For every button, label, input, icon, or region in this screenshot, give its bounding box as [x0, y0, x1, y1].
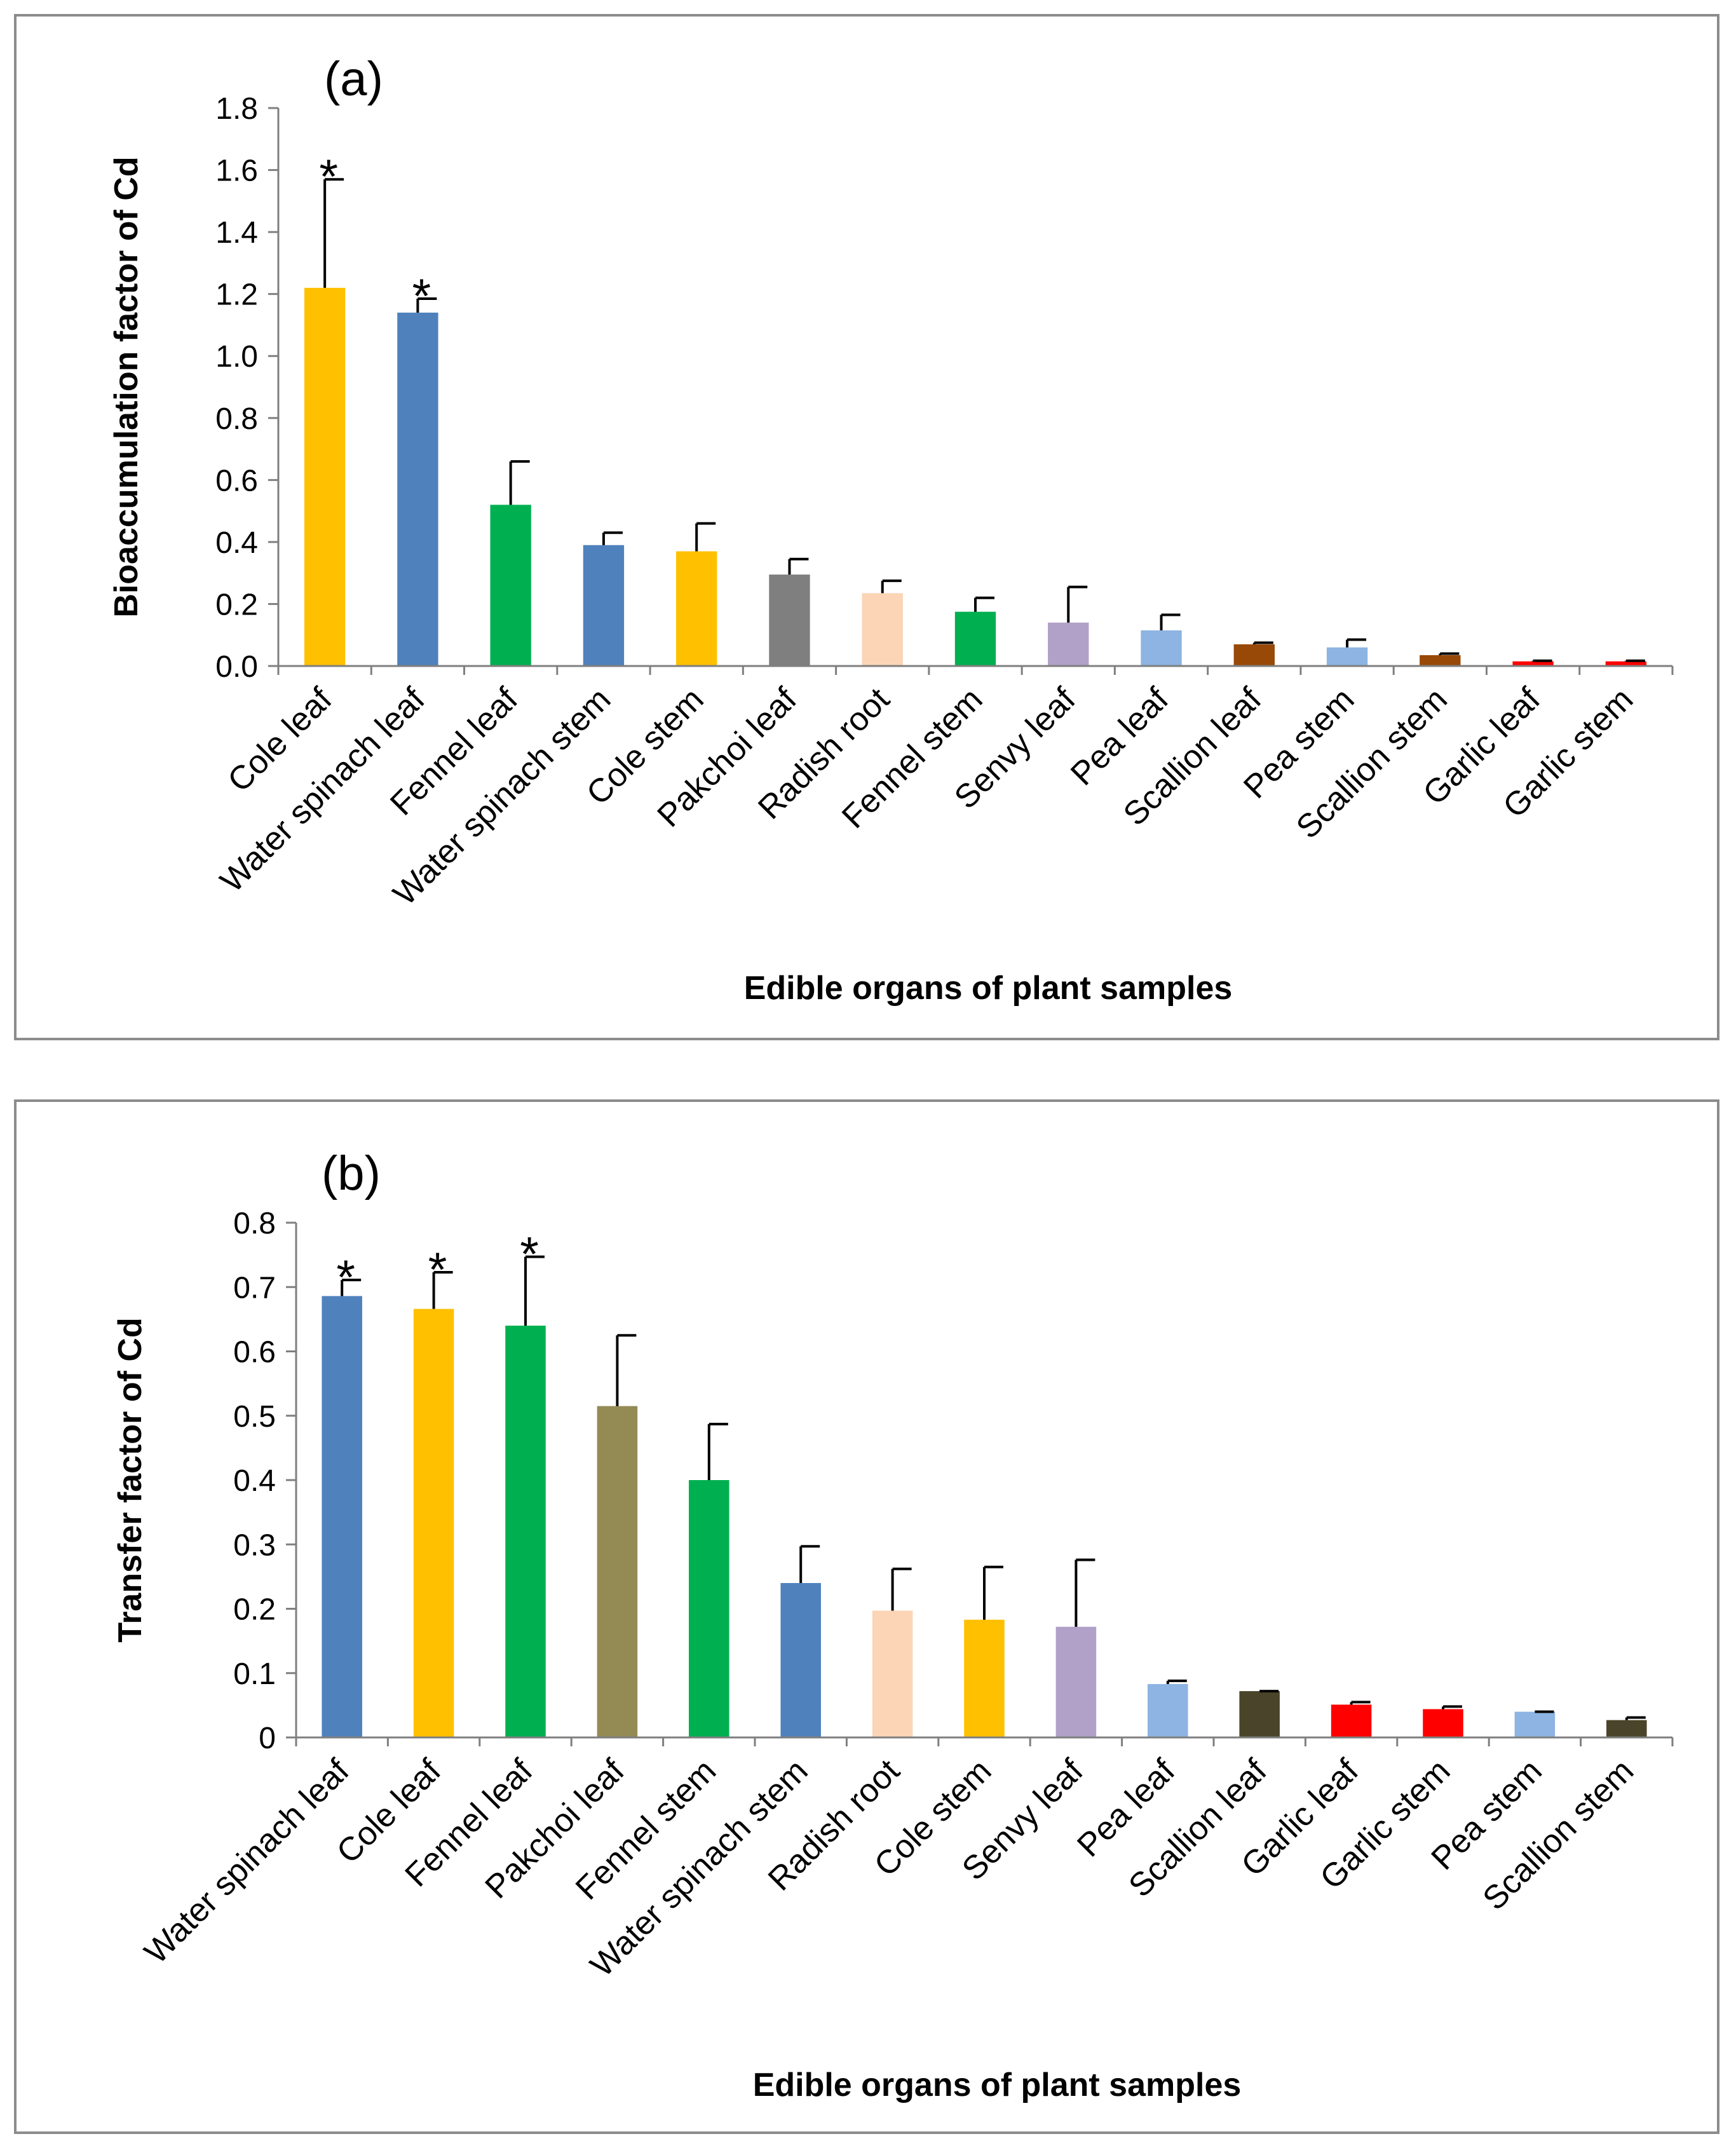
y-tick-label: 0.2 — [215, 588, 258, 622]
y-tick-label: 1.6 — [215, 154, 258, 188]
y-tick-label: 1.4 — [215, 216, 258, 250]
bar — [872, 1610, 913, 1737]
category-label: Water spinach leaf — [138, 1752, 357, 1971]
bar — [413, 1308, 454, 1737]
bar — [1331, 1704, 1372, 1737]
y-tick-label: 0.1 — [233, 1657, 276, 1691]
bar — [490, 505, 531, 666]
y-axis-title: Bioaccumulation factor of Cd — [108, 156, 145, 617]
y-axis-title: Transfer factor of Cd — [112, 1317, 149, 1642]
bar — [1605, 661, 1647, 666]
y-tick-label: 0.3 — [233, 1528, 276, 1562]
y-tick-label: 0.8 — [233, 1207, 276, 1240]
y-tick-label: 0.6 — [215, 464, 258, 498]
bar — [1048, 622, 1089, 666]
panel-label: (a) — [324, 52, 383, 106]
bar — [1423, 1709, 1463, 1737]
bar — [583, 545, 625, 666]
bar — [780, 1583, 821, 1737]
x-axis-title: Edible organs of plant samples — [753, 2067, 1242, 2104]
bar — [1055, 1626, 1097, 1737]
y-tick-label: 0.4 — [215, 526, 258, 560]
bar — [964, 1619, 1005, 1737]
significance-marker: * — [319, 150, 338, 204]
bar — [1514, 1711, 1556, 1737]
y-tick-label: 0.7 — [233, 1271, 276, 1305]
bar — [597, 1406, 638, 1737]
bar — [954, 611, 996, 666]
y-tick-label: 1.2 — [215, 278, 258, 312]
bar — [1606, 1720, 1647, 1737]
chart-panel-b: (b) 0 0.1 0.2 0.3 0.4 0.5 0.6 0.7 0.8 Transfer fac… — [14, 1099, 1719, 2134]
y-tick-label: 0.2 — [233, 1593, 276, 1627]
y-tick-label: 0.8 — [215, 402, 258, 436]
bar — [1239, 1691, 1280, 1737]
bar — [397, 312, 438, 666]
bar — [1141, 630, 1182, 666]
y-tick-label: 1.0 — [215, 340, 258, 374]
y-tick-label: 0 — [259, 1722, 276, 1755]
bar — [1326, 647, 1368, 666]
bar — [304, 287, 346, 666]
significance-marker: * — [336, 1251, 355, 1305]
y-tick-label: 0.0 — [215, 650, 258, 684]
bar — [505, 1326, 546, 1737]
bar — [1420, 655, 1461, 666]
bar — [1512, 661, 1554, 666]
chart-panel-a: (a) 0.0 0.2 0.4 0.6 0.8 1.0 1.2 1.4 1.6 1.8 Bioaccu… — [14, 14, 1719, 1040]
x-axis-title: Edible organs of plant samples — [744, 970, 1233, 1007]
bar — [769, 574, 810, 666]
y-tick-label: 1.8 — [215, 92, 258, 126]
bar — [676, 551, 717, 666]
bar — [1148, 1683, 1188, 1737]
significance-marker: * — [520, 1228, 539, 1282]
significance-marker: * — [428, 1243, 447, 1297]
bar — [1233, 644, 1275, 666]
transfer-factor-chart: (b) 0 0.1 0.2 0.3 0.4 0.5 0.6 0.7 0.8 Transfer fac… — [112, 1146, 1674, 2104]
y-tick-label: 0.4 — [233, 1464, 276, 1498]
panel-label: (b) — [322, 1146, 381, 1200]
bar — [862, 593, 903, 666]
y-tick-label: 0.5 — [233, 1400, 276, 1434]
bar — [322, 1296, 362, 1737]
y-tick-label: 0.6 — [233, 1336, 276, 1370]
bioaccumulation-chart: (a) 0.0 0.2 0.4 0.6 0.8 1.0 1.2 1.4 1.6 1.8 Bioaccu… — [108, 52, 1674, 1007]
bar — [689, 1480, 729, 1737]
significance-marker: * — [412, 269, 431, 323]
